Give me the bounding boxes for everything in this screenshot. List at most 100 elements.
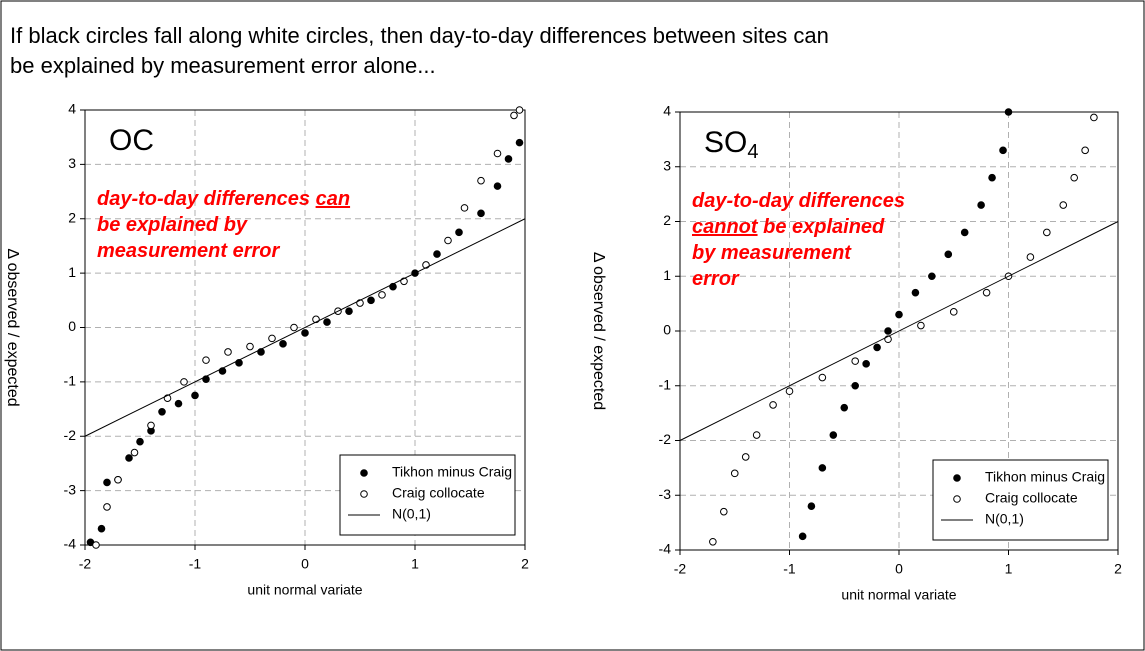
data-point bbox=[345, 307, 353, 315]
data-point bbox=[917, 321, 925, 330]
x-tick-label: -1 bbox=[783, 561, 796, 577]
data-point bbox=[785, 387, 794, 396]
plot-frame bbox=[84, 109, 526, 546]
y-axis-label: Δ observed / expected bbox=[590, 252, 607, 410]
y-tick-label: 0 bbox=[663, 322, 671, 338]
reference-line bbox=[679, 221, 1119, 441]
legend-marker bbox=[953, 474, 961, 482]
data-point bbox=[367, 296, 375, 305]
data-point bbox=[130, 448, 139, 457]
data-point bbox=[224, 348, 232, 356]
data-point bbox=[1059, 201, 1068, 209]
data-point bbox=[720, 507, 728, 516]
data-point bbox=[944, 250, 953, 259]
data-point bbox=[999, 146, 1007, 155]
x-tick-label: 2 bbox=[1114, 561, 1122, 577]
data-point bbox=[818, 464, 827, 472]
data-point bbox=[960, 228, 969, 237]
data-point bbox=[1026, 253, 1035, 261]
data-point bbox=[807, 502, 816, 511]
data-point bbox=[477, 209, 485, 218]
annotation-line: day-to-day differences can bbox=[97, 188, 350, 210]
annotation-segment: cannot bbox=[692, 216, 759, 238]
data-point bbox=[949, 308, 958, 316]
x-axis-label: unit normal variate bbox=[841, 587, 956, 603]
y-axis-label: Δ observed / expected bbox=[4, 248, 21, 406]
data-point bbox=[103, 478, 111, 487]
annotation-segment: measurement error bbox=[97, 240, 281, 262]
data-point bbox=[1070, 173, 1078, 182]
heading-line: If black circles fall along white circle… bbox=[10, 23, 829, 48]
panel-title: OC bbox=[109, 124, 154, 157]
data-point bbox=[988, 173, 996, 182]
data-point bbox=[147, 421, 155, 430]
data-point bbox=[97, 524, 106, 533]
x-tick-label: 1 bbox=[1005, 561, 1013, 577]
data-point bbox=[873, 343, 881, 352]
y-tick-label: -2 bbox=[64, 427, 77, 443]
data-point bbox=[911, 288, 920, 297]
data-point bbox=[818, 373, 827, 382]
data-point bbox=[92, 541, 100, 549]
data-point bbox=[158, 407, 166, 416]
data-point bbox=[515, 106, 524, 114]
data-point bbox=[752, 431, 761, 439]
annotation-segment: day-to-day differences bbox=[692, 190, 905, 212]
plot-frame bbox=[679, 111, 1119, 551]
data-point bbox=[798, 532, 807, 541]
data-point bbox=[246, 342, 254, 351]
y-tick-label: -3 bbox=[64, 481, 77, 497]
annotation-line: measurement error bbox=[97, 240, 281, 262]
legend-label: N(0,1) bbox=[985, 511, 1024, 527]
x-tick-label: -1 bbox=[189, 556, 202, 572]
annotation-line: by measurement bbox=[692, 242, 852, 264]
data-point bbox=[982, 288, 991, 297]
data-point bbox=[477, 176, 485, 185]
data-point bbox=[829, 431, 838, 439]
annotation-segment: error bbox=[692, 268, 740, 290]
data-point bbox=[1090, 113, 1098, 122]
y-tick-label: 3 bbox=[663, 157, 671, 173]
annotation-segment: by measurement bbox=[692, 242, 852, 264]
data-point bbox=[279, 340, 287, 348]
annotation-line: error bbox=[692, 268, 740, 290]
heading-line: be explained by measurement error alone.… bbox=[10, 53, 436, 78]
legend-marker bbox=[360, 469, 368, 477]
data-point bbox=[851, 381, 860, 390]
data-point bbox=[191, 391, 199, 400]
data-point bbox=[510, 111, 518, 120]
data-point bbox=[504, 155, 513, 163]
y-tick-label: -2 bbox=[659, 431, 672, 447]
legend-label: N(0,1) bbox=[392, 506, 431, 522]
data-point bbox=[730, 469, 739, 478]
data-point bbox=[268, 334, 276, 343]
y-tick-label: 2 bbox=[68, 209, 76, 225]
data-point bbox=[928, 272, 936, 281]
x-tick-label: -2 bbox=[79, 556, 92, 572]
data-point bbox=[174, 399, 183, 408]
y-tick-label: -3 bbox=[659, 486, 672, 502]
data-point bbox=[1081, 146, 1089, 155]
y-tick-label: 0 bbox=[68, 318, 76, 334]
data-point bbox=[433, 250, 441, 258]
legend-label: Tikhon minus Craig bbox=[392, 464, 512, 480]
legend-box bbox=[932, 459, 1109, 541]
legend-marker bbox=[953, 495, 961, 503]
legend-label: Craig collocate bbox=[985, 490, 1078, 506]
x-tick-label: 0 bbox=[301, 556, 309, 572]
data-point bbox=[202, 356, 210, 364]
panel-title: SO4 bbox=[704, 126, 758, 163]
x-axis-label: unit normal variate bbox=[247, 582, 362, 598]
legend-label: Tikhon minus Craig bbox=[985, 469, 1105, 485]
x-tick-label: -2 bbox=[674, 561, 687, 577]
annotation-line: cannot be explained bbox=[692, 216, 885, 238]
data-point bbox=[884, 327, 892, 335]
panel-title-text: SO bbox=[704, 126, 747, 159]
data-point bbox=[455, 228, 463, 237]
data-point bbox=[125, 454, 133, 462]
data-point bbox=[1004, 108, 1013, 116]
data-point bbox=[180, 378, 188, 386]
legend-marker bbox=[360, 490, 368, 498]
data-point bbox=[741, 453, 750, 461]
